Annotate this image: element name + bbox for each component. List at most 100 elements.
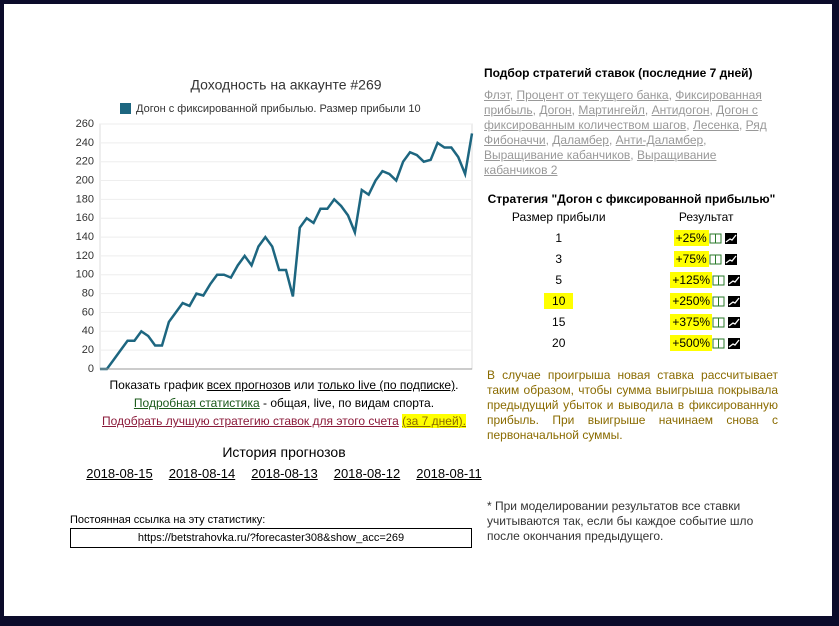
size: 3 bbox=[555, 251, 563, 266]
result: +25% bbox=[673, 229, 709, 246]
history-dates: 2018-08-15 2018-08-14 2018-08-13 2018-08-12… bbox=[64, 466, 504, 481]
strategy-link[interactable]: Лесенка bbox=[692, 118, 739, 132]
history-date[interactable]: 2018-08-15 bbox=[86, 466, 153, 481]
line bbox=[100, 133, 474, 371]
link[interactable]: только live (по подписке) bbox=[317, 378, 456, 392]
result-cell: +25% bbox=[633, 227, 779, 248]
footnote: * При моделировании результатов все став… bbox=[487, 499, 754, 543]
separator: , bbox=[668, 88, 676, 102]
link[interactable]: (за 7 дней). bbox=[402, 414, 466, 428]
strategy-link[interactable]: Процент от текущего банка bbox=[516, 88, 669, 102]
strategy-link[interactable]: Выращивание кабанчиков 2 bbox=[484, 148, 717, 177]
chart-icon bbox=[728, 274, 741, 286]
table-row: 10 +250% bbox=[484, 290, 779, 311]
y-tick-label: 140 bbox=[76, 231, 94, 243]
row-icons[interactable] bbox=[712, 316, 742, 328]
y-tick-label: 40 bbox=[82, 325, 94, 337]
separator: , bbox=[571, 103, 579, 117]
row-icons[interactable] bbox=[712, 295, 742, 307]
y-tick-label: 120 bbox=[76, 250, 94, 262]
text: - общая, live, по видам спорта. bbox=[259, 396, 435, 410]
y-tick-label: 240 bbox=[76, 137, 94, 149]
strategy-link[interactable]: Флэт bbox=[484, 88, 510, 102]
text: . bbox=[455, 378, 459, 392]
chart-icon-line bbox=[728, 276, 740, 285]
y-tick-label: 220 bbox=[76, 156, 94, 168]
size-cell: 3 bbox=[484, 248, 633, 269]
size-cell: 15 bbox=[484, 311, 633, 332]
result-cell: +75% bbox=[633, 248, 779, 269]
table-row: 1 +25% bbox=[484, 227, 779, 248]
size: 10 bbox=[544, 292, 574, 309]
result: +250% bbox=[670, 292, 713, 309]
separator: , bbox=[686, 118, 693, 132]
y-tick-label: 0 bbox=[88, 363, 94, 375]
size-cell: 5 bbox=[484, 269, 633, 290]
result: +75% bbox=[673, 250, 709, 267]
chart-title: Доходность на аккаунте #269 bbox=[190, 77, 381, 93]
strategy-link[interactable]: Даламбер bbox=[552, 133, 609, 147]
text: Показать график bbox=[109, 378, 207, 392]
history-date[interactable]: 2018-08-13 bbox=[251, 466, 318, 481]
legend-swatch bbox=[120, 103, 131, 114]
size: 15 bbox=[552, 314, 566, 329]
history-date[interactable]: 2018-08-11 bbox=[416, 466, 482, 481]
link[interactable]: всех прогнозов bbox=[206, 378, 291, 392]
history-date[interactable]: 2018-08-12 bbox=[333, 466, 401, 481]
results-table: Размер прибыли Результат 1 +25% 3 +75% 5 +125% 1… bbox=[484, 206, 779, 353]
y-tick-label: 160 bbox=[76, 212, 94, 224]
strategy-link[interactable]: Анти-Даламбер bbox=[615, 133, 704, 147]
size-cell: 20 bbox=[484, 332, 633, 353]
strategy-link[interactable]: Догон bbox=[539, 103, 572, 117]
table-title: Стратегия "Догон с фиксированной прибыль… bbox=[487, 192, 776, 206]
permalink-url[interactable]: https://betstrahovka.ru/?forecaster308&s… bbox=[70, 528, 472, 548]
strategy-link[interactable]: Выращивание кабанчиков bbox=[484, 148, 631, 162]
chart-icon-line bbox=[728, 318, 740, 327]
chart-icon-line bbox=[728, 339, 740, 348]
strategy-link[interactable]: Антидогон bbox=[651, 103, 710, 117]
link[interactable]: Подобрать лучшую стратегию ставок для эт… bbox=[101, 414, 399, 428]
history-date[interactable]: 2018-08-14 bbox=[168, 466, 236, 481]
y-tick-label: 260 bbox=[76, 118, 94, 130]
separator: , bbox=[739, 118, 746, 132]
link-line: Подробная статистика - общая, live, по в… bbox=[64, 396, 504, 410]
permalink-label: Постоянная ссылка на эту статистику: bbox=[70, 514, 266, 526]
result: +375% bbox=[670, 313, 713, 330]
table-row: 5 +125% bbox=[484, 269, 779, 290]
table-row: 20 +500% bbox=[484, 332, 779, 353]
frame: Доходность на аккаунте #269 Догон с фикс… bbox=[4, 4, 832, 616]
link[interactable]: Подробная статистика bbox=[133, 396, 260, 410]
separator: , bbox=[509, 88, 517, 102]
chart-icon-line bbox=[728, 297, 740, 306]
chart-icon bbox=[724, 232, 737, 244]
strategy-link[interactable]: Ряд Фибоначчи bbox=[484, 118, 767, 147]
row-icons[interactable] bbox=[709, 253, 739, 265]
row-icons[interactable] bbox=[712, 337, 742, 349]
y-tick-label: 200 bbox=[76, 174, 94, 186]
size: 20 bbox=[552, 335, 566, 350]
strategies-title: Подбор стратегий ставок (последние 7 дне… bbox=[484, 66, 753, 80]
chart: Доходность на аккаунте #269 Догон с фикс… bbox=[76, 77, 474, 375]
row-icons[interactable] bbox=[712, 274, 742, 286]
size: 1 bbox=[555, 230, 563, 245]
strategy-link[interactable]: Догон с фиксированным количеством шагов bbox=[484, 103, 758, 132]
size-cell: 1 bbox=[484, 227, 633, 248]
strategy-links: Флэт, Процент от текущего банка, Фиксиро… bbox=[484, 88, 779, 178]
chart-icon-line bbox=[725, 255, 737, 264]
separator: , bbox=[703, 133, 707, 147]
result-cell: +125% bbox=[633, 269, 779, 290]
header-cell: Результат bbox=[678, 209, 734, 224]
chart-icon bbox=[728, 295, 741, 307]
history-title: История прогнозов bbox=[222, 444, 346, 460]
size: 5 bbox=[555, 272, 563, 287]
separator: , bbox=[709, 103, 717, 117]
row-icons[interactable] bbox=[709, 232, 739, 244]
result-cell: +375% bbox=[633, 311, 779, 332]
result: +500% bbox=[670, 334, 713, 351]
chart-icon-line bbox=[725, 234, 737, 243]
separator: , bbox=[608, 133, 616, 147]
y-tick-label: 60 bbox=[82, 306, 94, 318]
strategy-link[interactable]: Мартингейл bbox=[578, 103, 645, 117]
strategy-link[interactable]: Фиксированная прибыль bbox=[484, 88, 762, 117]
